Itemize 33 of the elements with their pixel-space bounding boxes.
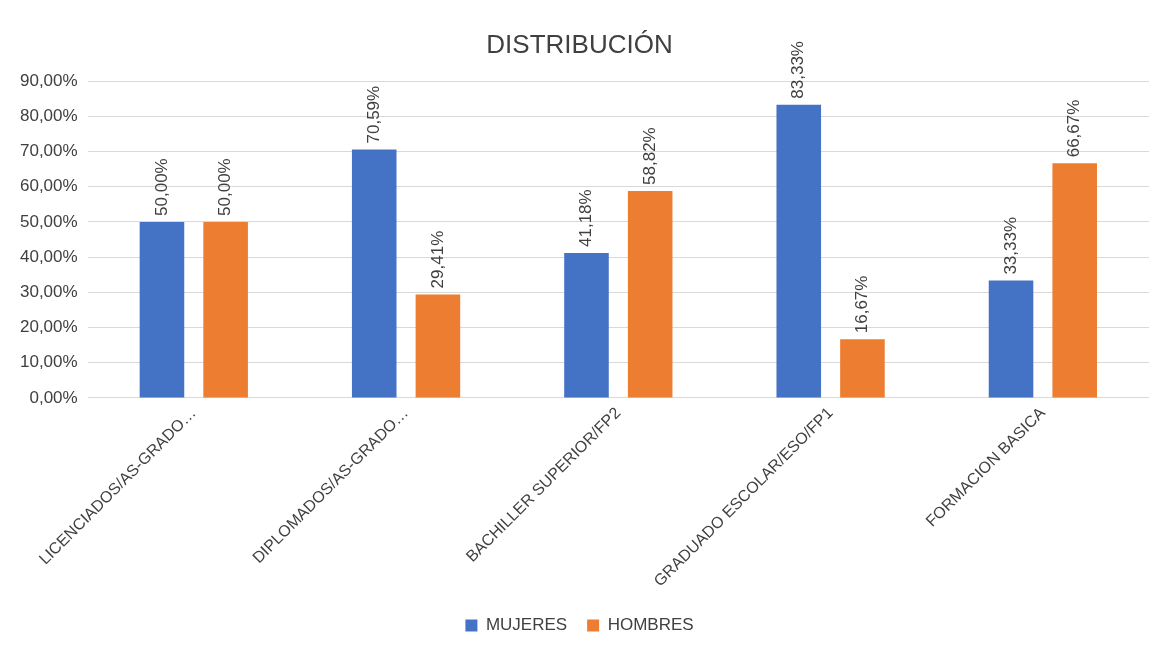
y-tick-label: 0,00%: [29, 387, 78, 407]
data-label: 83,33%: [788, 41, 808, 99]
y-tick-label: 30,00%: [19, 282, 78, 302]
bar: [627, 190, 673, 398]
bar: [840, 339, 885, 398]
bar: [988, 280, 1034, 398]
legend-label: HOMBRES: [607, 615, 694, 635]
bar: [203, 221, 248, 398]
data-label: 41,18%: [576, 189, 596, 247]
y-tick-label: 50,00%: [19, 211, 78, 231]
bar: [564, 253, 609, 398]
data-label: 66,67%: [1064, 99, 1084, 158]
legend-label: MUJERES: [485, 615, 568, 635]
bar: [139, 221, 185, 398]
bar: [415, 294, 461, 398]
bar: [1052, 163, 1097, 398]
data-label: 70,59%: [363, 85, 383, 144]
data-label: 16,67%: [852, 275, 872, 334]
y-tick-label: 80,00%: [19, 106, 78, 126]
data-label: 50,00%: [151, 158, 171, 216]
y-tick-label: 70,00%: [19, 141, 78, 161]
bar: [351, 149, 397, 398]
data-label: 50,00%: [215, 158, 235, 216]
data-label: 29,41%: [427, 230, 447, 289]
y-tick-label: 90,00%: [19, 70, 78, 90]
y-tick-label: 10,00%: [19, 352, 78, 372]
data-label: 58,82%: [639, 127, 659, 185]
data-label: 33,33%: [1000, 216, 1020, 275]
y-tick-label: 20,00%: [19, 317, 78, 337]
y-tick-label: 40,00%: [19, 246, 78, 266]
bar: [776, 104, 822, 398]
y-tick-label: 60,00%: [19, 176, 78, 196]
chart-title: DISTRIBUCIÓN: [486, 28, 673, 59]
